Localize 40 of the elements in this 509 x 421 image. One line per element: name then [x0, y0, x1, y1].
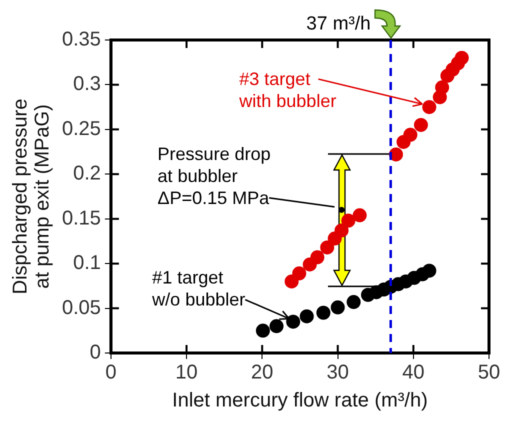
x-tick-label: 30 — [326, 362, 349, 384]
point — [310, 250, 324, 264]
point — [346, 295, 361, 310]
point — [330, 300, 345, 314]
point — [284, 274, 299, 288]
x-tick-label: 0 — [105, 362, 116, 384]
y-tick-label: 0.25 — [62, 118, 101, 140]
point — [286, 314, 300, 329]
point — [422, 100, 436, 114]
ref-line-label: 37 m³/h — [306, 14, 371, 35]
annotation: #3 target with bubbler — [238, 69, 336, 112]
point — [320, 240, 334, 254]
point — [292, 266, 306, 280]
point — [300, 309, 314, 324]
x-tick-label: 50 — [478, 362, 500, 384]
point — [270, 319, 284, 334]
annotation: #1 target w/o bubbler — [151, 268, 246, 310]
y-tick-label: 0.15 — [62, 207, 101, 230]
y-tick-label: 0.35 — [62, 28, 101, 51]
point — [341, 214, 356, 228]
point — [256, 324, 270, 338]
point — [422, 264, 436, 278]
y-tick-label: 0 — [90, 342, 101, 364]
y-tick-label: 0.3 — [73, 73, 101, 96]
y-tick-label: 0.05 — [62, 296, 101, 319]
y-tick-label: 0.2 — [73, 162, 101, 185]
x-tick-label: 10 — [175, 362, 198, 384]
point — [334, 223, 349, 238]
x-tick-label: 40 — [402, 362, 425, 384]
annotation: Pressure drop at bubbler ΔP=0.15 MPa — [158, 144, 271, 208]
point — [435, 80, 450, 94]
point — [454, 50, 469, 65]
point — [316, 306, 330, 320]
x-axis-title: Inlet mercury flow rate (m³/h) — [172, 390, 428, 412]
y-tick-label: 0.1 — [73, 252, 101, 274]
point — [414, 118, 428, 132]
y-axis-title: Dispcharged pressure at pump exit (MPaG) — [10, 98, 54, 294]
point — [352, 208, 367, 222]
point — [403, 128, 418, 142]
x-tick-label: 20 — [251, 362, 274, 384]
